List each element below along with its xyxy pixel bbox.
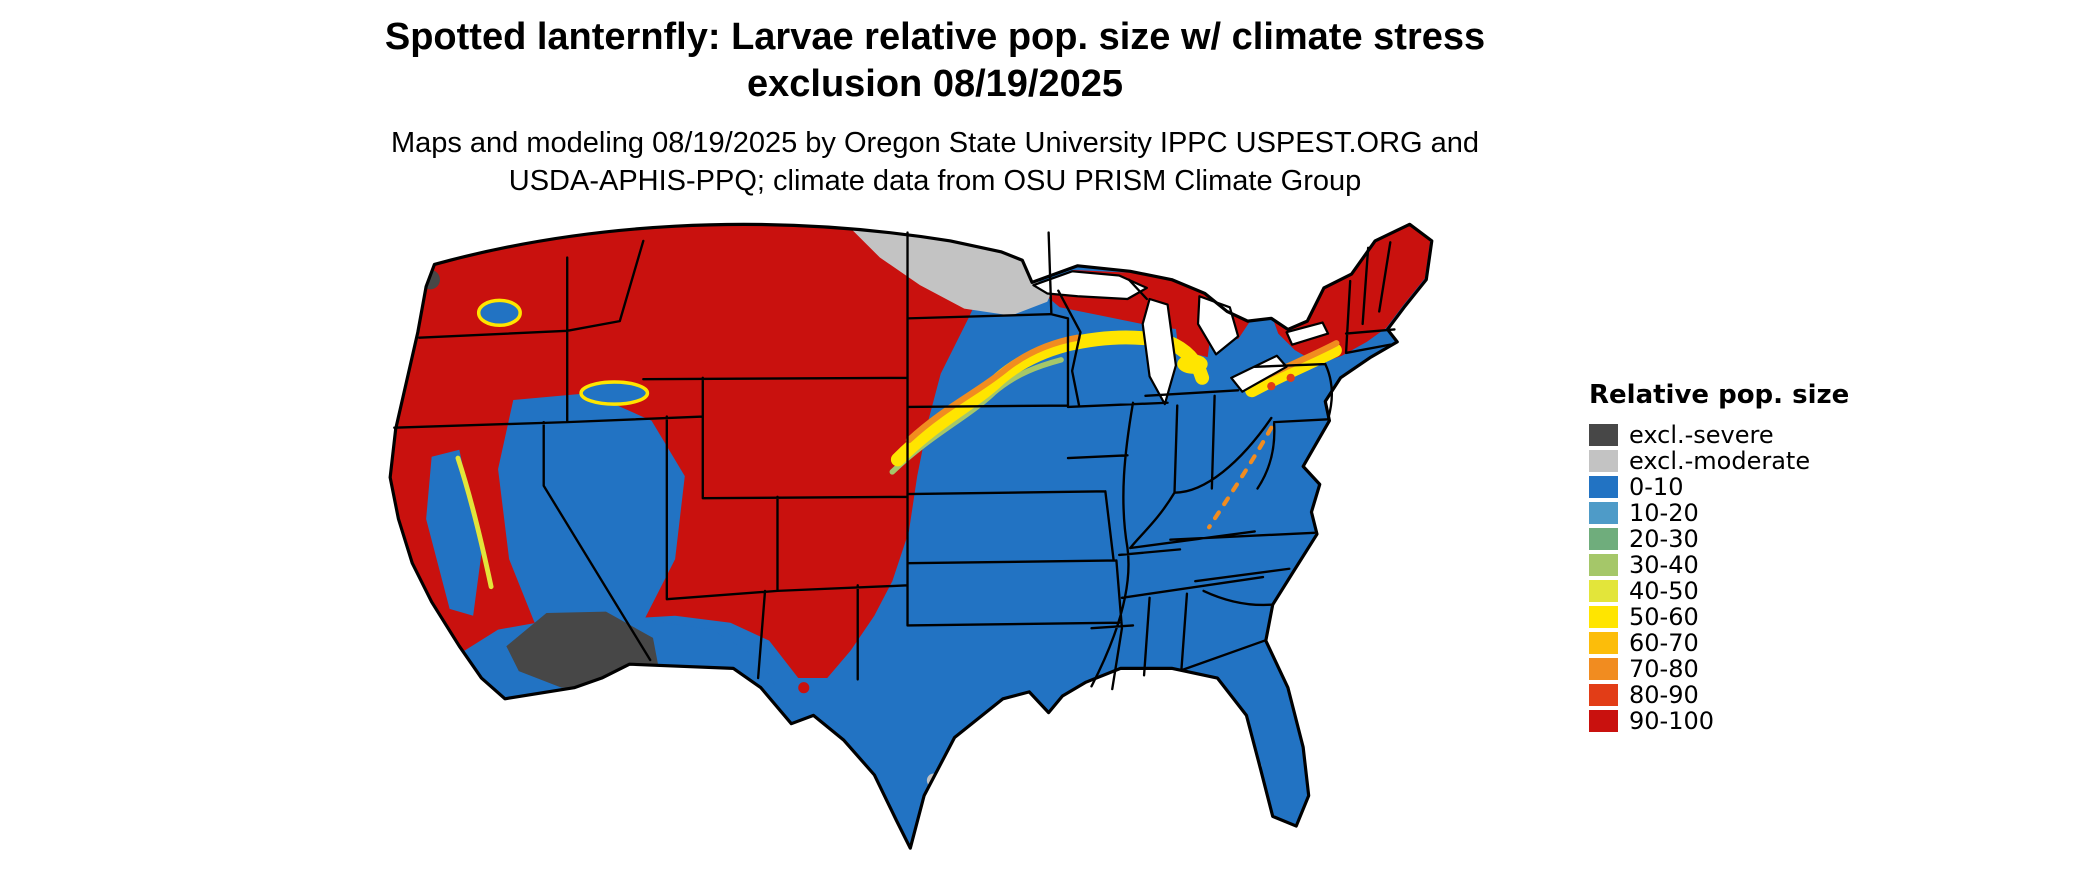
legend-swatch: [1589, 580, 1618, 602]
legend-item: 40-50: [1589, 577, 1849, 605]
legend-item-label: 70-80: [1629, 655, 1699, 683]
legend-item-label: 0-10: [1629, 473, 1684, 501]
great-lakes: [1032, 270, 1330, 406]
legend-item: 60-70: [1589, 629, 1849, 657]
snake-river-plain-blue: [579, 380, 650, 406]
pa-red-speckle-1: [1267, 382, 1276, 391]
legend-item: 90-100: [1589, 707, 1849, 735]
legend-item-label: 60-70: [1629, 629, 1699, 657]
map-header: Spotted lanternfly: Larvae relative pop.…: [240, 14, 1630, 201]
legend-swatch: [1589, 554, 1618, 576]
legend-item: 20-30: [1589, 525, 1849, 553]
legend-swatch: [1589, 658, 1618, 680]
legend-item: 30-40: [1589, 551, 1849, 579]
legend-swatch: [1589, 632, 1618, 654]
legend-swatch: [1589, 710, 1618, 732]
legend-swatch: [1589, 528, 1618, 550]
legend-item: excl.-severe: [1589, 421, 1849, 449]
legend-item: 70-80: [1589, 655, 1849, 683]
lower-michigan-yellow: [1177, 354, 1208, 374]
legend-item-label: excl.-moderate: [1629, 447, 1811, 475]
page-title: Spotted lanternfly: Larvae relative pop.…: [240, 14, 1630, 108]
appalachian-orange-speckle: [1207, 425, 1274, 530]
legend-item: 80-90: [1589, 681, 1849, 709]
columbia-basin-blue: [476, 298, 522, 328]
pa-red-speckle-2: [1286, 373, 1295, 382]
legend-item: 0-10: [1589, 473, 1849, 501]
us-map-svg: [388, 222, 1434, 850]
page-subtitle: Maps and modeling 08/19/2025 by Oregon S…: [240, 124, 1630, 201]
legend-item-label: 50-60: [1629, 603, 1699, 631]
page-subtitle-line2: USDA-APHIS-PPQ; climate data from OSU PR…: [508, 165, 1362, 198]
west-texas-red-spot: [798, 682, 810, 694]
legend-title: Relative pop. size: [1589, 380, 1850, 410]
legend-swatch: [1589, 502, 1618, 524]
raster-fills: [390, 224, 1432, 849]
legend-swatch: [1589, 476, 1618, 498]
us-outline: [388, 222, 1434, 850]
legend-swatch: [1589, 424, 1618, 446]
page-title-line1: Spotted lanternfly: Larvae relative pop.…: [384, 16, 1486, 58]
legend-item-label: 20-30: [1629, 525, 1699, 553]
low-population-holes: [426, 393, 775, 697]
legend-swatch: [1589, 450, 1618, 472]
page-title-line2: exclusion 08/19/2025: [746, 63, 1124, 106]
us-population-map: [303, 202, 1548, 894]
legend-swatch: [1589, 684, 1618, 706]
legend-item: 10-20: [1589, 499, 1849, 527]
legend-item-label: excl.-severe: [1629, 421, 1774, 449]
legend-item-label: 80-90: [1629, 681, 1699, 709]
legend-item-label: 40-50: [1629, 577, 1699, 605]
map-legend: Relative pop. size excl.-severe excl.-mod…: [1589, 380, 1850, 735]
legend-swatch: [1589, 606, 1618, 628]
legend-item: 50-60: [1589, 603, 1849, 631]
legend-item-label: 30-40: [1629, 551, 1699, 579]
legend-items: excl.-severe excl.-moderate 0-10 10-20 20-30…: [1589, 421, 1849, 735]
legend-item-label: 90-100: [1629, 707, 1715, 735]
legend-item-label: 10-20: [1629, 499, 1699, 527]
legend-item: excl.-moderate: [1589, 447, 1849, 475]
sierra-yellow-strip: [455, 455, 494, 590]
page-subtitle-line1: Maps and modeling 08/19/2025 by Oregon S…: [390, 127, 1480, 160]
